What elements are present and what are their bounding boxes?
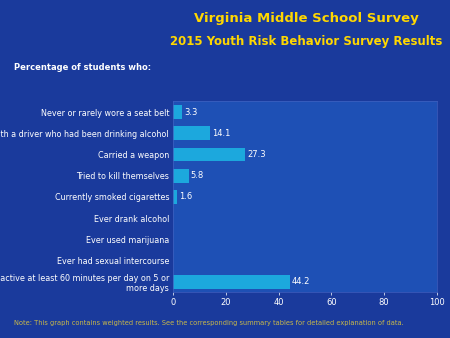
Text: 5.8: 5.8	[191, 171, 204, 180]
Bar	[173, 275, 290, 289]
Text: 2015 Youth Risk Behavior Survey Results: 2015 Youth Risk Behavior Survey Results	[170, 35, 442, 48]
Bar	[173, 148, 245, 161]
Text: 3.3: 3.3	[184, 107, 198, 117]
Text: Note: This graph contains weighted results. See the corresponding summary tables: Note: This graph contains weighted resul…	[14, 320, 403, 326]
Text: Percentage of students who:: Percentage of students who:	[14, 63, 151, 72]
Text: Virginia Middle School Survey: Virginia Middle School Survey	[194, 12, 418, 25]
Text: 1.6: 1.6	[180, 192, 193, 201]
Bar	[173, 105, 182, 119]
Text: 27.3: 27.3	[247, 150, 266, 159]
Bar	[173, 126, 210, 140]
Text: 44.2: 44.2	[292, 277, 310, 286]
Bar	[173, 169, 189, 183]
Text: 14.1: 14.1	[212, 129, 231, 138]
Bar	[173, 190, 177, 204]
